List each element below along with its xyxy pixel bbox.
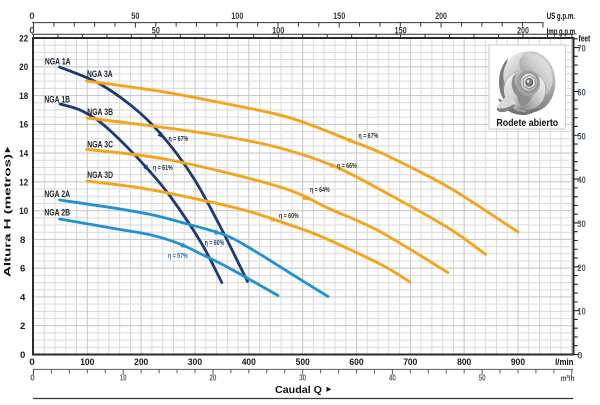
- svg-text:150: 150: [333, 10, 345, 21]
- svg-text:100: 100: [231, 10, 243, 21]
- svg-text:NGA 1B: NGA 1B: [44, 95, 70, 106]
- svg-text:12: 12: [19, 177, 28, 188]
- svg-text:0: 0: [29, 357, 34, 368]
- svg-text:14: 14: [19, 149, 28, 160]
- svg-text:900: 900: [511, 357, 525, 368]
- svg-text:200: 200: [435, 10, 447, 21]
- svg-text:40: 40: [577, 174, 586, 185]
- svg-text:10: 10: [120, 373, 127, 382]
- svg-text:l/min: l/min: [555, 356, 574, 367]
- svg-text:6: 6: [20, 264, 25, 275]
- svg-text:40: 40: [389, 373, 396, 382]
- svg-text:150: 150: [395, 24, 407, 35]
- svg-text:50: 50: [152, 24, 160, 35]
- svg-text:4: 4: [20, 292, 26, 303]
- svg-text:2: 2: [20, 321, 25, 332]
- svg-text:8: 8: [20, 235, 26, 246]
- svg-text:600: 600: [349, 357, 363, 368]
- svg-text:Rodete abierto: Rodete abierto: [496, 118, 558, 129]
- svg-text:NGA 3A: NGA 3A: [87, 69, 113, 80]
- svg-text:100: 100: [80, 357, 94, 368]
- svg-text:50: 50: [479, 373, 486, 382]
- svg-text:800: 800: [457, 357, 471, 368]
- svg-text:US g.p.m.: US g.p.m.: [547, 10, 575, 21]
- svg-text:50: 50: [577, 130, 586, 141]
- svg-text:η = 64%: η = 64%: [310, 185, 330, 194]
- svg-text:η = 60%: η = 60%: [279, 211, 299, 220]
- svg-text:η = 60%: η = 60%: [205, 238, 225, 247]
- svg-text:NGA 1A: NGA 1A: [45, 56, 71, 67]
- svg-text:50: 50: [131, 10, 139, 21]
- svg-text:70: 70: [577, 43, 586, 54]
- svg-text:Caudal Q: Caudal Q: [275, 385, 322, 396]
- svg-text:0: 0: [30, 373, 35, 382]
- svg-text:NGA 3B: NGA 3B: [87, 107, 113, 118]
- svg-text:0: 0: [577, 350, 582, 361]
- svg-text:30: 30: [577, 218, 586, 229]
- svg-text:η = 67%: η = 67%: [359, 131, 379, 140]
- svg-text:400: 400: [242, 357, 256, 368]
- svg-text:0: 0: [29, 24, 34, 35]
- svg-text:18: 18: [19, 91, 28, 102]
- svg-text:30: 30: [299, 373, 306, 382]
- svg-text:η = 61%: η = 61%: [153, 163, 173, 172]
- svg-text:m³/h: m³/h: [561, 373, 575, 383]
- svg-text:NGA 3C: NGA 3C: [87, 139, 113, 150]
- svg-text:20: 20: [577, 262, 586, 273]
- svg-text:0: 0: [20, 350, 25, 361]
- svg-text:0: 0: [29, 10, 34, 21]
- svg-text:22: 22: [19, 33, 28, 44]
- svg-text:η = 57%: η = 57%: [168, 251, 188, 260]
- svg-text:20: 20: [19, 62, 28, 73]
- svg-text:200: 200: [134, 357, 148, 368]
- svg-text:100: 100: [272, 24, 284, 35]
- svg-text:10: 10: [577, 306, 586, 317]
- svg-text:20: 20: [209, 373, 216, 382]
- svg-text:η = 66%: η = 66%: [337, 161, 357, 170]
- svg-text:Altura H (metros): Altura H (metros): [2, 154, 13, 277]
- svg-text:feet: feet: [579, 33, 591, 44]
- svg-text:300: 300: [188, 357, 202, 368]
- svg-text:NGA 2B: NGA 2B: [44, 207, 70, 218]
- svg-text:NGA 3D: NGA 3D: [87, 170, 113, 181]
- svg-text:700: 700: [403, 357, 417, 368]
- svg-text:500: 500: [296, 357, 310, 368]
- svg-text:η = 67%: η = 67%: [169, 134, 189, 143]
- svg-text:NGA 2A: NGA 2A: [44, 189, 70, 200]
- svg-text:16: 16: [19, 120, 28, 131]
- svg-text:Imp g.p.m.: Imp g.p.m.: [547, 25, 577, 36]
- svg-text:60: 60: [577, 86, 586, 97]
- svg-text:200: 200: [517, 24, 529, 35]
- svg-text:10: 10: [19, 206, 28, 217]
